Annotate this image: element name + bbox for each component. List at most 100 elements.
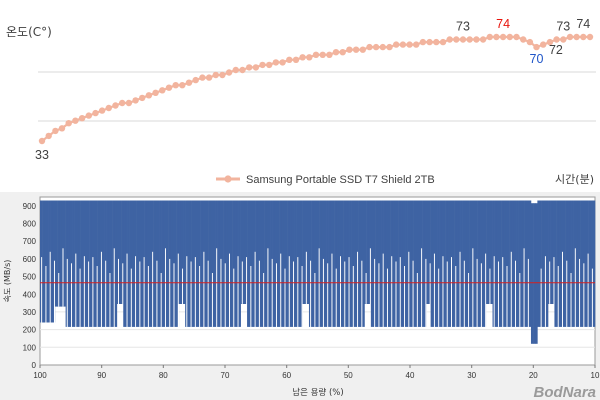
- speed-bar: [140, 200, 143, 327]
- speed-bar: [180, 200, 184, 304]
- temperature-point: [259, 61, 266, 69]
- speed-gap-mark: [88, 261, 90, 327]
- speed-gap-mark: [229, 253, 231, 327]
- speed-bar: [460, 200, 463, 327]
- temperature-point: [479, 36, 487, 43]
- speed-gap-mark: [263, 273, 265, 327]
- speed-bar: [262, 200, 265, 327]
- speed-bar: [528, 200, 532, 327]
- speed-gap-mark: [207, 260, 209, 327]
- speed-bar: [456, 200, 459, 327]
- speed-bar: [146, 200, 150, 327]
- speed-gap-mark: [267, 248, 269, 327]
- speed-bar: [592, 200, 596, 327]
- speed-gap-mark: [579, 258, 581, 327]
- speed-bar: [524, 200, 527, 327]
- speed-bar: [366, 200, 370, 304]
- speed-gap-mark: [574, 248, 577, 327]
- speed-bar: [400, 200, 404, 327]
- speed-bar: [537, 200, 540, 327]
- speed-gap-mark: [147, 266, 150, 327]
- temperature-point: [473, 36, 480, 43]
- speed-bar: [530, 203, 534, 344]
- speed-bar: [234, 200, 237, 327]
- speed-gap-mark: [301, 266, 303, 327]
- speed-bar: [101, 200, 105, 327]
- temperature-point: [493, 33, 500, 41]
- speed-bar: [443, 200, 446, 327]
- temperature-point: [199, 74, 206, 81]
- temperature-point: [433, 38, 440, 46]
- speed-y-tick-label: 800: [23, 220, 37, 229]
- speed-gap-mark: [459, 251, 461, 327]
- speed-gap-mark: [224, 263, 227, 327]
- speed-bar: [44, 200, 47, 323]
- temperature-point: [212, 71, 219, 79]
- speed-bar: [516, 200, 519, 327]
- speed-x-tick-label: 80: [159, 371, 168, 380]
- speed-bar: [315, 200, 318, 327]
- temperature-point: [252, 64, 260, 71]
- temperature-point: [546, 38, 554, 46]
- speed-bar: [454, 200, 457, 327]
- speed-gap-mark: [275, 263, 278, 327]
- speed-x-tick-label: 50: [344, 371, 353, 380]
- speed-bar: [165, 200, 169, 327]
- speed-gap-mark: [378, 263, 380, 327]
- temperature-point: [540, 41, 547, 48]
- speed-gap-mark: [391, 256, 393, 327]
- speed-gap-mark: [49, 251, 51, 323]
- time-axis-label: 시간(분): [555, 173, 594, 186]
- speed-bar: [575, 200, 579, 327]
- temperature-point: [165, 84, 173, 91]
- temperature-point: [566, 33, 574, 41]
- speed-bar: [413, 200, 416, 327]
- speed-x-tick-label: 20: [529, 371, 538, 380]
- temperature-point: [586, 33, 594, 41]
- speed-bar: [221, 200, 224, 327]
- speed-bar: [148, 200, 152, 327]
- speed-bar: [548, 200, 551, 304]
- speed-gap-mark: [288, 256, 291, 327]
- speed-bar: [210, 200, 214, 327]
- speed-bar: [108, 200, 111, 327]
- speed-bar: [556, 200, 560, 327]
- speed-bar: [289, 200, 293, 327]
- speed-gap-mark: [527, 258, 530, 327]
- temperature-point: [379, 43, 386, 51]
- speed-gap-mark: [497, 261, 500, 327]
- temperature-point: [352, 46, 360, 53]
- speed-bar: [481, 200, 485, 327]
- speed-bar: [539, 200, 542, 327]
- watermark-logo: BodNara: [533, 384, 596, 400]
- speed-gap-mark: [190, 261, 192, 327]
- speed-bar: [328, 200, 331, 327]
- speed-gap-mark: [468, 273, 470, 327]
- speed-bar: [494, 200, 498, 327]
- speed-gap-mark: [408, 251, 410, 327]
- temperature-point: [179, 82, 186, 89]
- speed-y-tick-label: 200: [23, 326, 37, 335]
- speed-y-tick-label: 600: [23, 255, 37, 264]
- temperature-point: [439, 38, 447, 46]
- speed-bar: [170, 200, 173, 327]
- temperature-point: [573, 33, 580, 41]
- speed-gap-mark: [395, 261, 397, 327]
- temperature-point: [419, 38, 427, 46]
- speed-bar: [486, 200, 489, 304]
- speed-bar: [116, 200, 120, 304]
- speed-bar: [349, 200, 352, 327]
- speed-gap-mark: [130, 268, 133, 327]
- speed-bar: [396, 200, 399, 327]
- speed-bar: [63, 200, 66, 307]
- temperature-point: [132, 97, 139, 104]
- speed-bar: [541, 200, 545, 327]
- temperature-point: [205, 74, 213, 81]
- speed-bar: [114, 200, 118, 327]
- speed-bar: [306, 200, 310, 304]
- temperature-point: [112, 102, 119, 109]
- speed-gap-mark: [237, 256, 239, 327]
- legend-label: Samsung Portable SSD T7 Shield 2TB: [246, 174, 435, 186]
- speed-bar: [161, 200, 165, 327]
